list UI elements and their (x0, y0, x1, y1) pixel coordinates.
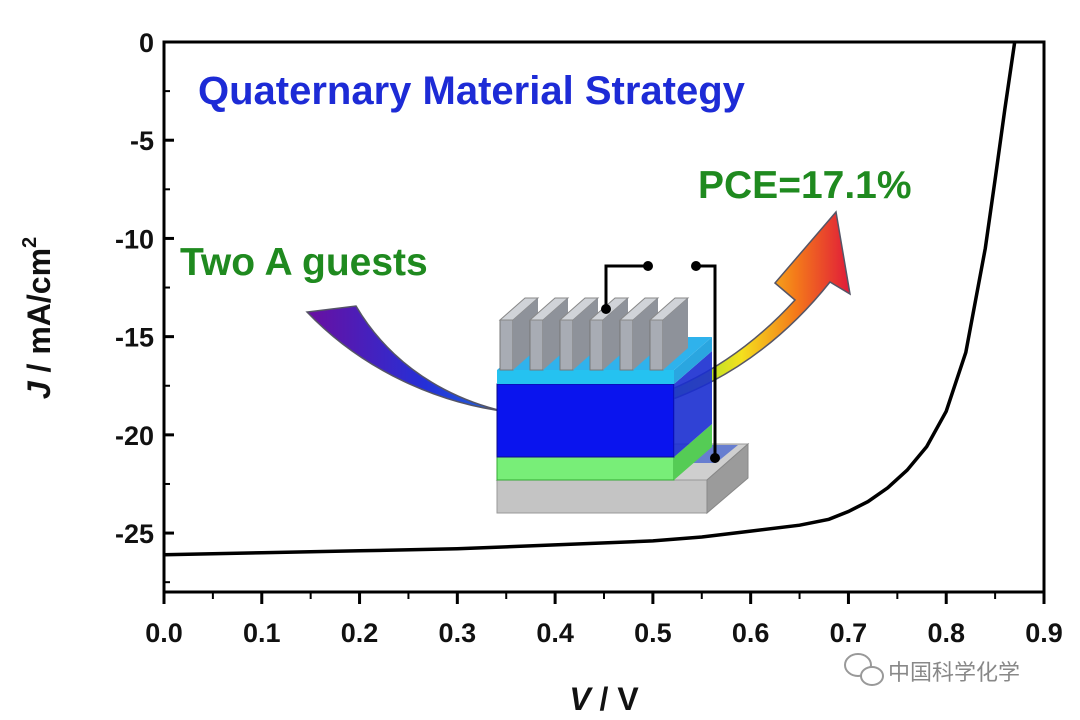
electrode-finger (589, 319, 604, 371)
x-axis-title: V / V (569, 681, 639, 717)
y-axis-title: J / mA/cm2 (19, 237, 57, 399)
electrode-finger (529, 319, 544, 371)
electrode-finger-side (663, 298, 688, 370)
electrode-finger (619, 319, 634, 371)
jv-curve-line (163, 41, 1017, 557)
y-tick-label: -15 (115, 323, 154, 353)
pce-annotation: PCE=17.1% (698, 164, 912, 207)
watermark-text: 中国科学化学 (888, 661, 1020, 686)
electrode-finger (499, 319, 514, 371)
electrode-finger (559, 319, 574, 371)
chart-title: Quaternary Material Strategy (198, 69, 746, 113)
x-tick-label: 0.6 (732, 618, 770, 648)
x-tick-label: 0.3 (439, 618, 477, 648)
y-tick-label: -5 (130, 126, 154, 156)
gradient-arrow (305, 210, 852, 420)
x-tick-label: 0.4 (536, 618, 574, 648)
x-tick-label: 0.0 (145, 618, 183, 648)
electrode-finger (649, 319, 664, 371)
y-ticks: 0 -5 -10 -15 -20 -25 (115, 28, 174, 584)
x-tick-label: 0.1 (243, 618, 281, 648)
watermark: 中国科学化学 (844, 653, 1020, 686)
y-tick-label: -10 (115, 224, 154, 254)
y-tick-label: -20 (115, 421, 154, 451)
y-tick-label: -25 (115, 519, 154, 549)
x-tick-label: 0.7 (830, 618, 868, 648)
guests-annotation: Two A guests (180, 241, 428, 284)
wechat-icon (844, 653, 884, 686)
device-illustration (495, 261, 750, 515)
x-tick-label: 0.8 (927, 618, 965, 648)
x-tick-label: 0.2 (341, 618, 379, 648)
x-ticks: 0.0 0.1 0.2 0.3 0.4 0.5 0.6 0.7 0.8 0.9 (145, 592, 1063, 648)
y-tick-label: 0 (139, 28, 154, 58)
x-tick-label: 0.5 (634, 618, 672, 648)
x-tick-label: 0.9 (1025, 618, 1063, 648)
